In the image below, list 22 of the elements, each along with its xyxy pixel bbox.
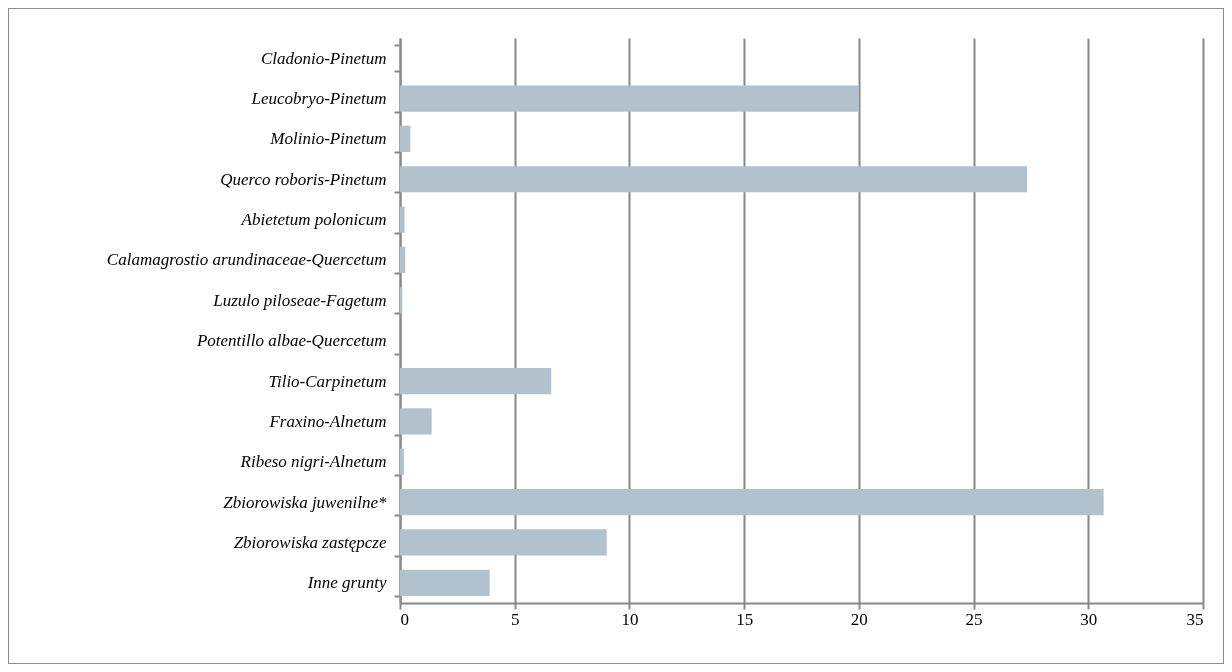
y-tick-label: Ribeso nigri-Alnetum [239,452,387,472]
y-tick-label: Tilio-Carpinetum [268,371,387,391]
y-tick-label: Zbiorowiska juwenilne* [223,492,387,512]
y-tick-label: Abietetum polonicum [240,210,387,230]
x-tick-label: 10 [621,609,639,629]
y-tick-label: Zbiorowiska zastępcze [233,532,387,552]
y-tick-label: Leucobryo-Pinetum [250,89,387,109]
x-tick-label: 20 [850,609,868,629]
x-tick-label: 30 [1080,609,1098,629]
y-tick-label: Potentillo albae-Quercetum [195,331,387,351]
x-tick-label: 0 [400,609,409,629]
x-tick-label: 35 [1186,609,1204,629]
y-tick-label: Calamagrostio arundinaceae-Quercetum [106,250,387,270]
y-tick-label: Fraxino-Alnetum [268,411,387,431]
y-tick-label: Luzulo piloseae-Fagetum [212,290,387,310]
y-tick-label: Cladonio-Pinetum [260,48,387,68]
x-tick-label: 5 [510,609,520,629]
y-tick-label: Molinio-Pinetum [269,129,387,149]
x-tick-label: 15 [736,609,754,629]
x-tick-label: 25 [965,609,983,629]
y-tick-label: Querco roboris-Pinetum [220,169,387,189]
y-tick-label: Inne grunty [306,573,387,593]
